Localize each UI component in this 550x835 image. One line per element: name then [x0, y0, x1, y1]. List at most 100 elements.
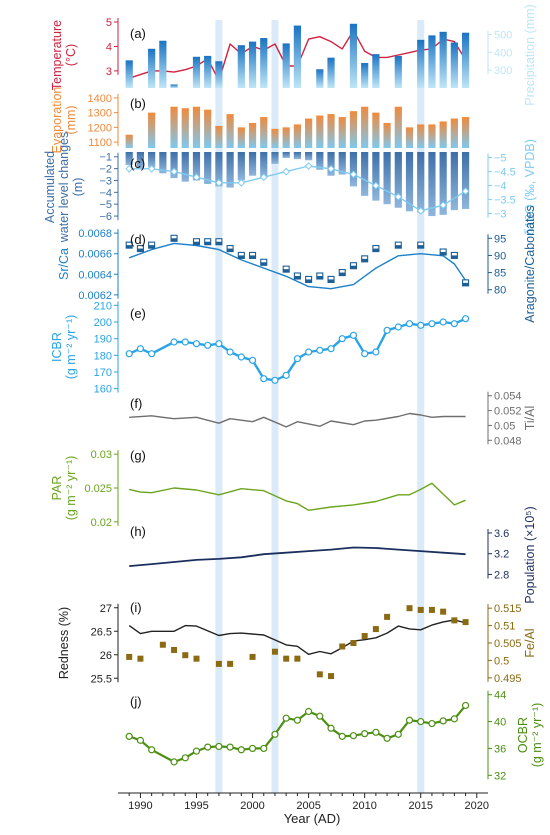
panel-d-aragonite-cabonates-point-fill: [204, 241, 211, 245]
panel-a-precipitation-bar: [170, 84, 178, 88]
panel-e-tick-label: 170: [94, 367, 112, 379]
panel-c-accumulated-water-level-changes-bar: [338, 152, 346, 175]
panel-d-aragonite-cabonates-point-fill: [193, 241, 200, 245]
panel-b-tick-label: 1100: [88, 137, 112, 149]
panel-b-evaporation-bar: [372, 112, 380, 148]
panel-j-ocbr-point: [293, 716, 301, 724]
panel-c-tick-label: −3: [99, 175, 112, 187]
panel-b-evaporation-bar: [271, 128, 279, 148]
panel-a-precipitation-bar: [349, 23, 358, 88]
panel-b-evaporation-bar: [260, 117, 268, 148]
panel-b-evaporation-bar: [461, 117, 470, 148]
panel-c--18o-point: [304, 162, 313, 170]
panel-c--18o-point: [259, 173, 268, 182]
panel-c-accumulated-water-level-changes-bar: [260, 152, 268, 177]
panel-a-precipitation-bar: [394, 55, 402, 88]
panel-a-precipitation-bar: [439, 31, 447, 88]
panel-j-axis-title: OCBR: [516, 717, 530, 753]
panel-c-label: (c): [130, 156, 145, 171]
panel-d-tick-label: 90: [494, 250, 506, 262]
panel-i-fe-al-point: [361, 633, 368, 640]
panel-f-ti-al-line: [129, 412, 466, 428]
panel-c-accumulated-water-level-changes-bar: [450, 152, 458, 211]
chart-marks: [125, 23, 470, 766]
panel-b-axis-title: Evaporation: [50, 87, 64, 154]
panel-j-ocbr-point: [450, 715, 458, 723]
panel-d-aragonite-cabonates-point-fill: [451, 255, 458, 259]
panel-g-tick-label: 0.02: [91, 517, 112, 529]
panel-i-fe-al-point: [316, 671, 323, 678]
panel-j-label: (j): [130, 694, 142, 709]
panel-c--18o-point: [461, 187, 470, 196]
panel-b-evaporation-bar: [338, 117, 346, 148]
panel-j-tick-label: 44: [494, 690, 506, 702]
panel-b-evaporation-bar: [148, 112, 156, 148]
panel-a-tick-label: 400: [494, 47, 512, 59]
panel-j-ocbr-point: [316, 712, 324, 720]
panel-c-accumulated-water-level-changes-bar: [417, 152, 425, 213]
panel-j-ocbr-point: [394, 730, 402, 738]
panel-c-tick-label: −3.5: [494, 195, 516, 207]
highlight-bands: [215, 20, 425, 793]
panel-c--18o-point: [237, 178, 246, 187]
panel-b-evaporation-bar: [226, 114, 234, 148]
panel-i-fe-al-point: [328, 673, 335, 680]
panel-c-accumulated-water-level-changes-bar: [439, 152, 447, 215]
panel-j-ocbr-point: [148, 746, 156, 754]
panel-g-tick-label: 0.03: [91, 449, 112, 461]
panel-j-ocbr-point: [461, 701, 470, 710]
panel-e-icbr-point: [248, 356, 257, 364]
panel-d-axes: (d) 0.0062 0.0064 0.0066 0.0068 Sr/Ca 80 85 90 95…: [57, 205, 537, 322]
panel-e-marks: [125, 315, 470, 384]
panel-b-evaporation-bar: [383, 122, 391, 148]
panel-e-icbr-point: [338, 335, 346, 343]
panel-a-tick-label: 500: [494, 29, 512, 41]
panel-c-accumulated-water-level-changes-bar: [428, 152, 436, 217]
panel-a-precipitation-bar: [461, 32, 470, 88]
panel-d-sr-ca-line: [128, 242, 467, 290]
panel-b-tick-label: 1300: [88, 108, 112, 120]
panel-j-ocbr-point: [383, 734, 391, 742]
panel-d-label: (d): [130, 232, 146, 247]
panel-c-accumulated-water-level-changes-bar: [405, 152, 414, 212]
panel-c--18o-point: [416, 206, 425, 215]
panel-e-icbr-point: [383, 326, 391, 334]
panel-h-marks: [129, 546, 466, 567]
panel-d-aragonite-cabonates-point-fill: [395, 245, 402, 249]
panel-i-fe-al-point: [440, 608, 447, 615]
panel-e-icbr-point: [125, 350, 133, 358]
panel-c-accumulated-water-level-changes-bar: [316, 152, 324, 170]
panel-i-fe-al-point: [428, 606, 435, 613]
panel-e-icbr-point: [260, 375, 268, 383]
panel-d-aragonite-cabonates-point-fill: [137, 248, 144, 252]
panel-a-precipitation-bar: [237, 45, 245, 88]
panel-c-accumulated-water-level-changes-bar: [226, 152, 234, 188]
panel-d-aragonite-cabonates-point-fill: [249, 255, 256, 259]
panel-g-tick-label: 0.025: [84, 483, 112, 495]
panel-i-fe-al-point: [451, 617, 458, 624]
panel-b-axis-title: (mm): [64, 105, 78, 134]
panel-h-tick-label: 2.8: [494, 569, 509, 581]
panel-e-icbr-point: [405, 320, 414, 328]
panel-j-ocbr-point: [338, 732, 346, 740]
panel-i-fe-al-point: [227, 660, 234, 667]
panel-d-tick-label: 0.0068: [78, 228, 112, 240]
panel-j-ocbr-point: [192, 747, 201, 755]
panel-c-accumulated-water-level-changes-bar: [361, 152, 369, 196]
panel-b-evaporation-bar: [450, 118, 458, 148]
panel-i-fe-al-point: [372, 626, 379, 633]
panel-d-axis-title: Sr/Ca: [57, 248, 71, 280]
panel-a-precipitation-bar: [282, 43, 290, 88]
panel-j-ocbr-line: [128, 704, 467, 764]
panel-g-axis-title: PAR: [50, 476, 64, 501]
panel-d-marks: [125, 234, 470, 290]
panel-c-accumulated-water-level-changes-bar: [148, 152, 156, 168]
panel-g-axes: (g) 0.02 0.025 0.03 PAR (g m⁻² yr⁻¹): [50, 448, 146, 529]
panel-i-tick-label: 0.505: [494, 638, 522, 650]
panel-d-aragonite-cabonates-point-fill: [316, 276, 323, 279]
panel-d-tick-label: 0.0062: [78, 290, 112, 302]
panel-d-aragonite-cabonates-point-fill: [372, 248, 379, 252]
panel-i-tick-label: 0.5: [494, 655, 509, 667]
